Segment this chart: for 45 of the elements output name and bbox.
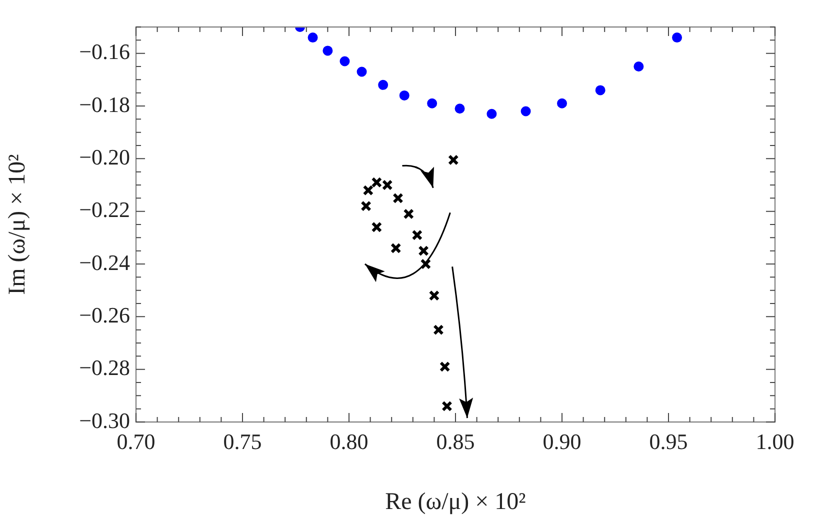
point bbox=[428, 290, 440, 301]
point bbox=[672, 32, 682, 43]
point bbox=[371, 222, 382, 233]
y-tick-label: −0.20 bbox=[79, 144, 130, 170]
x-tick-label: 0.85 bbox=[436, 428, 475, 454]
point bbox=[520, 106, 531, 116]
x-tick-label: 1.00 bbox=[756, 428, 794, 454]
point bbox=[412, 230, 423, 240]
point bbox=[322, 46, 333, 56]
point bbox=[399, 90, 410, 100]
point bbox=[362, 184, 374, 196]
y-tick-label: −0.22 bbox=[79, 197, 130, 222]
point bbox=[557, 98, 567, 108]
y-tick-label: −0.24 bbox=[79, 250, 130, 275]
y-tick-label: −0.28 bbox=[79, 355, 130, 380]
x-axis-title: Re (ω/μ) × 10² bbox=[385, 488, 526, 515]
point bbox=[634, 62, 644, 72]
point bbox=[595, 85, 606, 96]
point bbox=[439, 361, 450, 372]
point bbox=[486, 108, 497, 119]
point bbox=[390, 242, 402, 254]
point bbox=[433, 324, 444, 336]
point bbox=[340, 56, 350, 66]
point bbox=[382, 180, 393, 190]
point bbox=[392, 192, 404, 204]
point bbox=[378, 80, 388, 90]
y-tick-label: −0.26 bbox=[79, 302, 130, 328]
x-tick-label: 0.95 bbox=[649, 428, 688, 454]
point bbox=[360, 200, 372, 212]
x-tick-label: 0.90 bbox=[542, 428, 582, 454]
point bbox=[442, 400, 452, 412]
x-tick-label: 0.80 bbox=[330, 428, 368, 454]
point bbox=[448, 154, 459, 166]
point bbox=[454, 104, 465, 114]
y-axis-title: Im (ω/μ) × 10² bbox=[4, 154, 31, 295]
point bbox=[308, 32, 318, 43]
y-tick-label: −0.16 bbox=[79, 39, 130, 64]
point bbox=[356, 66, 367, 77]
point bbox=[427, 98, 438, 108]
point bbox=[418, 245, 429, 256]
x-tick-label: 0.75 bbox=[223, 428, 262, 454]
y-tick-label: −0.18 bbox=[79, 92, 130, 117]
point bbox=[371, 176, 382, 188]
point bbox=[420, 258, 432, 270]
point bbox=[403, 208, 414, 220]
